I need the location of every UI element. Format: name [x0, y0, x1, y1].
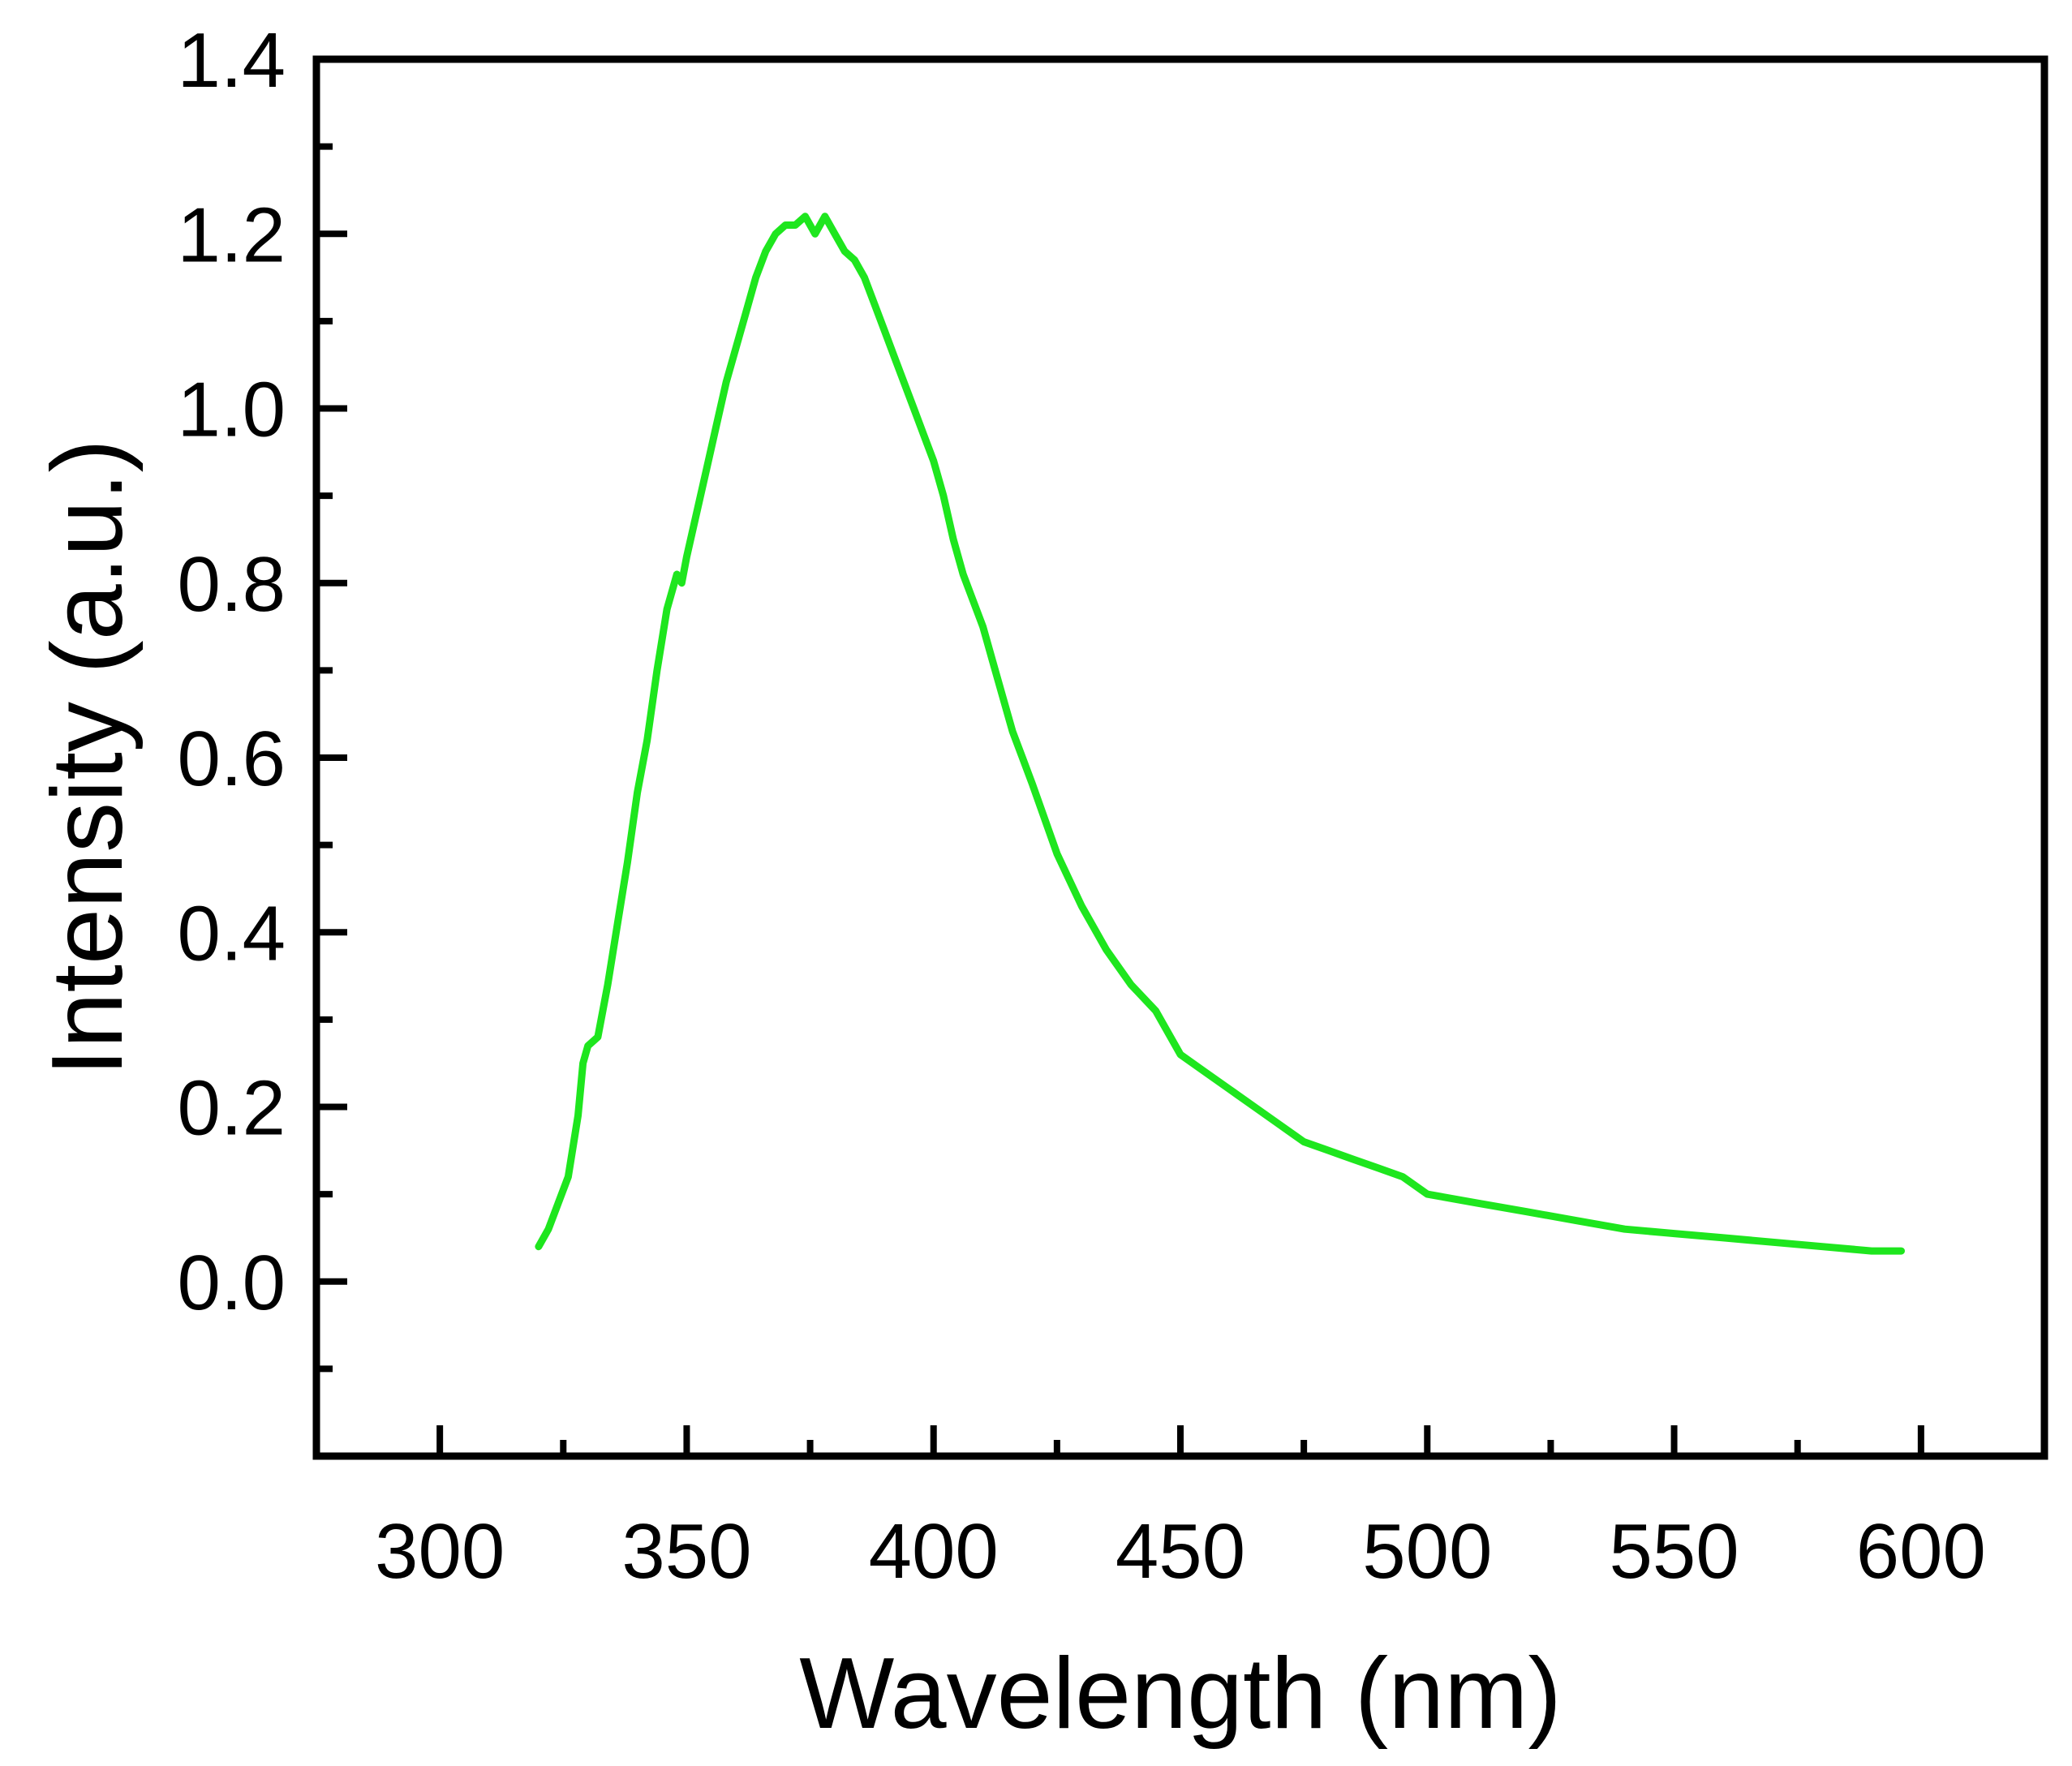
plot-frame: [312, 55, 2048, 1460]
x-tick-label: 300: [375, 1508, 505, 1595]
x-tick-label: 400: [869, 1508, 999, 1595]
y-axis-title: Intensity (a.u.): [32, 439, 144, 1076]
x-tick-label: 450: [1116, 1508, 1245, 1595]
y-tick-label: 1.2: [178, 191, 286, 278]
y-tick-labels: 0.0 0.2 0.4 0.6 0.8 1.0 1.2 1.4: [178, 17, 286, 1326]
x-tick-label: 500: [1362, 1508, 1492, 1595]
y-tick-label: 1.0: [178, 367, 286, 453]
x-tick-label: 550: [1609, 1508, 1739, 1595]
x-tick-label: 600: [1856, 1508, 1986, 1595]
series-line-spectrum: [535, 213, 1905, 1255]
x-axis-title: Wavelength (nm): [799, 1638, 1562, 1750]
y-tick-label: 1.4: [178, 17, 286, 104]
y-tick-label: 0.8: [178, 541, 286, 628]
y-tick-label: 0.0: [178, 1240, 286, 1326]
x-tick-labels: 300 350 400 450 500 550 600: [375, 1508, 1986, 1595]
y-tick-label: 0.4: [178, 890, 286, 977]
x-tick-label: 350: [621, 1508, 751, 1595]
series-layer: [535, 213, 1905, 1255]
y-tick-label: 0.6: [178, 715, 286, 802]
y-tick-label: 0.2: [178, 1065, 286, 1152]
